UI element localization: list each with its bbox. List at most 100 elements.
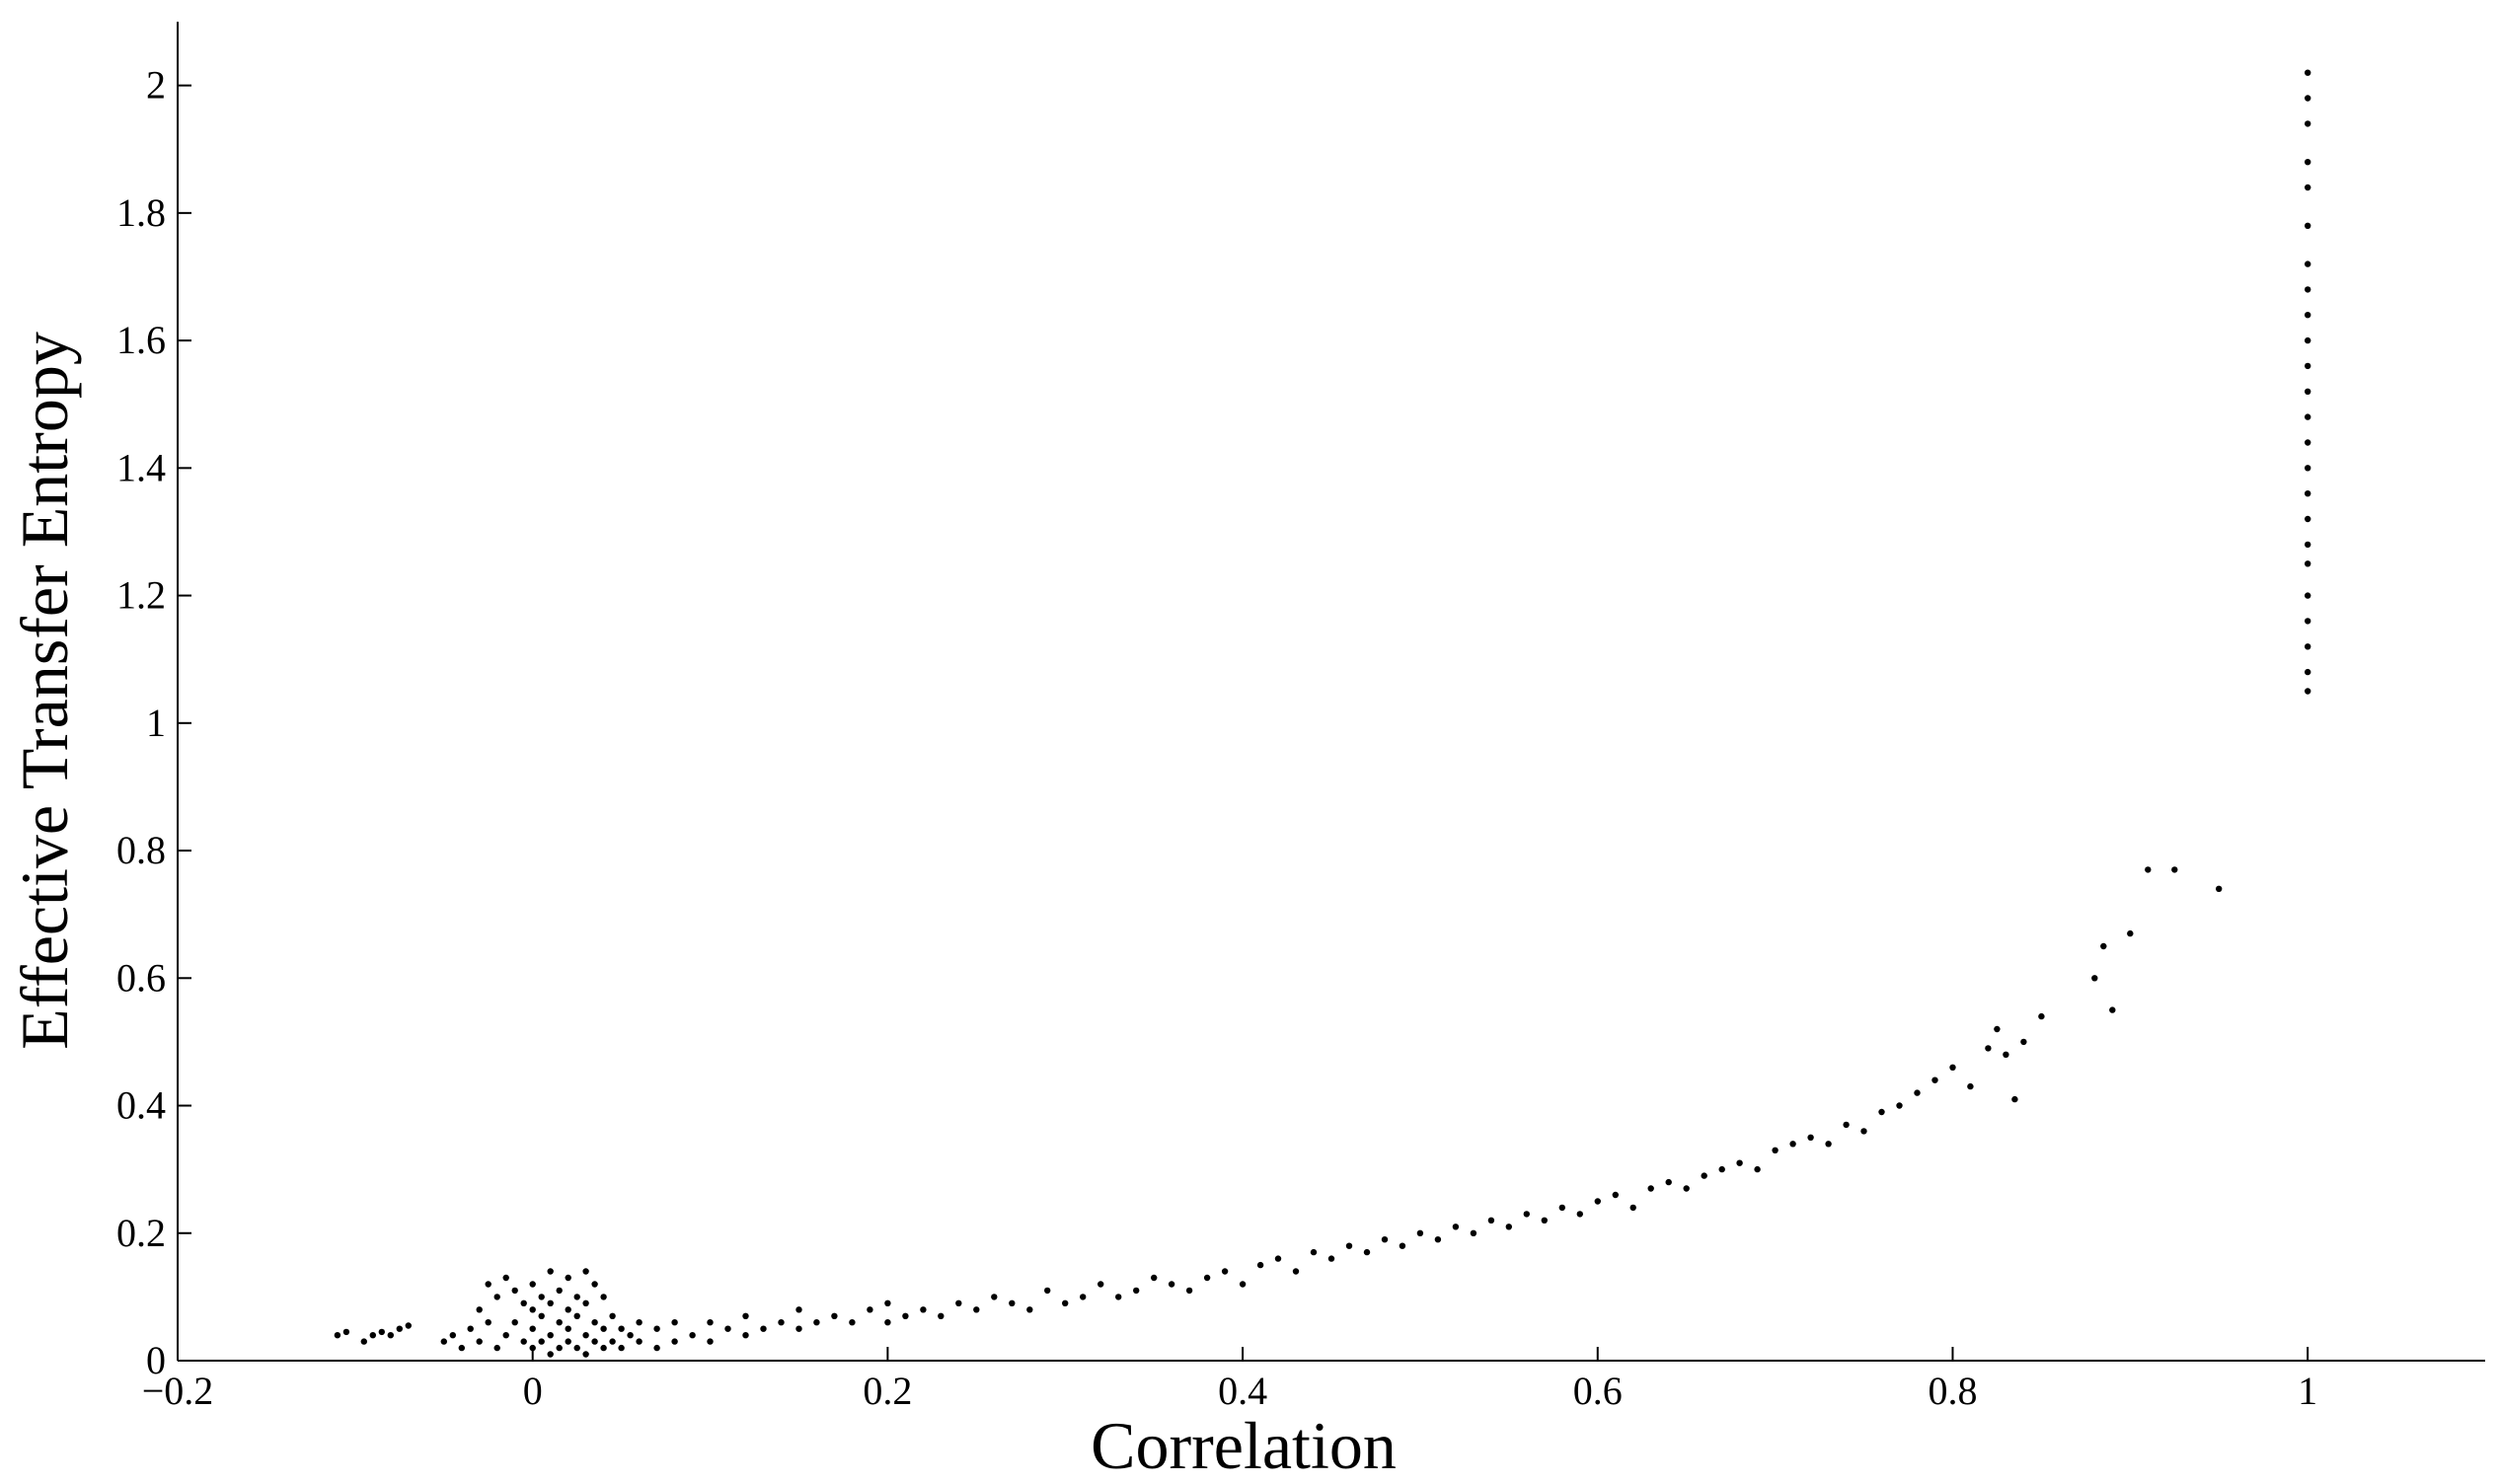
data-point — [1994, 1025, 2001, 1033]
y-tick-label: 1.2 — [116, 573, 166, 618]
x-tick-label: 1 — [2298, 1369, 2317, 1413]
data-point — [2305, 184, 2311, 191]
y-axis-title: Effective Transfer Entropy — [7, 332, 82, 1050]
data-point — [573, 1312, 580, 1320]
data-point — [778, 1319, 785, 1326]
data-point — [2305, 688, 2311, 695]
data-point — [1985, 1045, 1992, 1052]
data-point — [1026, 1306, 1033, 1313]
data-point — [902, 1312, 909, 1320]
data-point — [2305, 312, 2311, 319]
x-tick-label: 0.2 — [863, 1369, 912, 1413]
data-point — [813, 1319, 820, 1326]
data-point — [2020, 1038, 2027, 1046]
data-point — [636, 1319, 643, 1326]
data-point — [742, 1332, 749, 1339]
y-tick-label: 0.6 — [116, 955, 166, 1000]
data-point — [2305, 286, 2311, 293]
data-point — [609, 1338, 616, 1345]
y-tick-label: 0.4 — [116, 1083, 166, 1128]
x-tick-label: 0 — [523, 1369, 543, 1413]
data-point — [707, 1338, 714, 1345]
data-point — [440, 1338, 447, 1345]
data-point — [2305, 515, 2311, 523]
data-point — [582, 1268, 589, 1275]
data-point — [1647, 1185, 1654, 1192]
data-point — [378, 1328, 385, 1336]
data-point — [502, 1332, 509, 1339]
data-point — [831, 1312, 838, 1320]
x-axis-title: Correlation — [1091, 1408, 1397, 1483]
data-point — [2003, 1051, 2009, 1059]
data-point — [884, 1299, 891, 1307]
data-point — [529, 1306, 536, 1313]
data-point — [671, 1319, 678, 1326]
data-point — [591, 1319, 598, 1326]
data-point — [1701, 1172, 1707, 1179]
data-point — [547, 1299, 554, 1307]
data-point — [1576, 1211, 1584, 1218]
data-point — [573, 1294, 580, 1300]
data-point — [369, 1332, 376, 1339]
data-point — [1115, 1294, 1122, 1300]
data-point — [529, 1281, 536, 1288]
data-point — [1292, 1268, 1300, 1275]
data-point — [547, 1351, 554, 1358]
data-point — [1754, 1165, 1761, 1173]
data-point — [973, 1306, 980, 1313]
data-point — [2305, 362, 2311, 370]
data-point — [2305, 120, 2311, 127]
data-point — [600, 1344, 607, 1352]
data-point — [467, 1325, 474, 1332]
plot-background — [178, 22, 2485, 1361]
data-point — [342, 1328, 350, 1336]
data-point — [2216, 885, 2223, 892]
data-point — [653, 1325, 660, 1332]
data-point — [618, 1325, 625, 1332]
data-point — [2305, 465, 2311, 472]
data-point — [582, 1332, 589, 1339]
data-point — [1381, 1236, 1389, 1243]
data-point — [387, 1332, 394, 1339]
data-point — [2305, 260, 2311, 267]
x-tick-label: 0.4 — [1218, 1369, 1267, 1413]
data-point — [485, 1281, 492, 1288]
data-point — [884, 1319, 891, 1326]
data-point — [1931, 1076, 1938, 1083]
data-point — [2109, 1006, 2116, 1013]
data-point — [920, 1306, 927, 1313]
data-point — [1949, 1064, 1956, 1072]
data-point — [2305, 439, 2311, 446]
data-point — [742, 1312, 749, 1320]
data-point — [600, 1294, 607, 1300]
data-point — [1151, 1274, 1158, 1282]
data-point — [653, 1344, 660, 1352]
data-point — [591, 1281, 598, 1288]
data-point — [2305, 643, 2311, 650]
data-point — [627, 1332, 634, 1339]
data-point — [1860, 1128, 1867, 1135]
data-point — [582, 1299, 589, 1307]
data-point — [1914, 1089, 1921, 1096]
data-point — [591, 1338, 598, 1345]
x-tick-label: 0.8 — [1928, 1369, 1977, 1413]
data-point — [565, 1325, 571, 1332]
data-point — [1185, 1287, 1193, 1295]
data-point — [1843, 1121, 1850, 1129]
data-point — [565, 1274, 571, 1282]
data-point — [2100, 942, 2107, 950]
data-point — [636, 1338, 643, 1345]
data-point — [1062, 1299, 1069, 1307]
data-point — [1612, 1191, 1620, 1199]
data-point — [867, 1306, 873, 1313]
data-point — [1558, 1204, 1566, 1212]
data-point — [476, 1306, 483, 1313]
data-point — [511, 1319, 518, 1326]
data-point — [1345, 1242, 1353, 1249]
data-point — [565, 1306, 571, 1313]
data-point — [2011, 1095, 2018, 1103]
data-point — [2305, 592, 2311, 599]
y-tick-label: 1 — [146, 701, 166, 745]
data-point — [1878, 1108, 1885, 1116]
